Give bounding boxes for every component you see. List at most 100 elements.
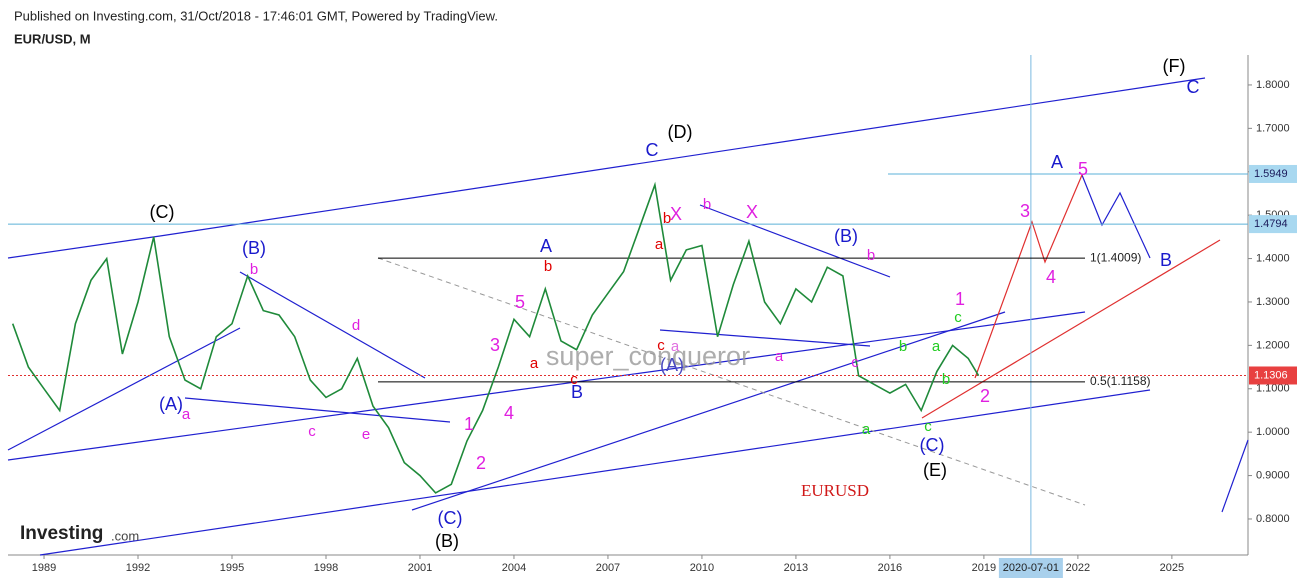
projection-red: [974, 174, 1083, 379]
x-tick-label: 1995: [220, 562, 244, 574]
wave-label: 3: [1020, 201, 1030, 221]
y-tick-label: 1.8000: [1256, 79, 1290, 91]
wave-label: (D): [668, 122, 693, 142]
wave-label: c: [924, 418, 932, 435]
y-tick-label: 1.1000: [1256, 383, 1290, 395]
y-tick-label: 0.9000: [1256, 469, 1290, 481]
y-tick-label: 1.2000: [1256, 339, 1290, 351]
dashed-line: [377, 257, 1086, 506]
y-tick-label: 0.8000: [1256, 513, 1290, 525]
trend-line: [7, 311, 1086, 461]
trend-line: [411, 311, 1006, 511]
y-tick-label: 1.0000: [1256, 426, 1290, 438]
wave-label: b: [663, 210, 671, 227]
wave-label: 4: [504, 403, 514, 423]
published-note: Published on Investing.com, 31/Oct/2018 …: [14, 8, 498, 23]
wave-label: A: [1051, 152, 1063, 172]
trend-line: [39, 389, 1151, 556]
cursor-label-bg: [998, 558, 1063, 578]
wave-label: 1: [464, 414, 474, 434]
wave-label: 5: [1078, 159, 1088, 179]
x-tick-label: 2016: [878, 562, 902, 574]
wave-label: b: [544, 258, 552, 275]
wave-label: c: [308, 423, 316, 440]
x-tick-label: 1989: [32, 562, 56, 574]
wave-label: (A): [159, 394, 183, 414]
x-tick-label: 2025: [1160, 562, 1184, 574]
wave-label: (F): [1163, 56, 1186, 76]
wave-label: X: [670, 204, 682, 224]
wave-label: X: [746, 202, 758, 222]
wave-label: b: [867, 247, 875, 264]
wave-label: (B): [242, 238, 266, 258]
wave-label: a: [671, 338, 680, 355]
trend-line: [1221, 439, 1249, 513]
wave-label: a: [862, 421, 871, 438]
wave-label: b: [703, 196, 711, 213]
x-tick-label: 2004: [502, 562, 526, 574]
wave-label: 5: [515, 292, 525, 312]
x-tick-label: 2007: [596, 562, 620, 574]
wave-label: (B): [435, 531, 459, 551]
wave-label: a: [932, 338, 941, 355]
wave-label: b: [899, 338, 907, 355]
wave-label: 2: [980, 386, 990, 406]
wave-label: a: [530, 355, 539, 372]
wave-label: 1: [955, 289, 965, 309]
wave-label: A: [540, 236, 552, 256]
y-tick-label: 1.7000: [1256, 122, 1290, 134]
wave-label: a: [182, 406, 191, 423]
trend-line: [659, 329, 871, 347]
price-label: 1.5949: [1254, 168, 1288, 180]
x-tick-label: 1998: [314, 562, 338, 574]
trend-line: [184, 397, 451, 423]
wave-label: C: [646, 140, 659, 160]
price-label-bg: [1249, 164, 1297, 183]
trend-line: [699, 204, 891, 278]
trend-lines: [7, 77, 1249, 556]
trend-line-red: [921, 239, 1221, 419]
x-tick-label: 2022: [1066, 562, 1090, 574]
fib-label: 0.5(1.1158): [1090, 374, 1151, 388]
fib-label: 1(1.4009): [1090, 250, 1141, 264]
trend-line: [7, 235, 161, 259]
wave-label: c: [954, 309, 962, 326]
price-line: [11, 181, 980, 494]
logo-suffix: .com: [111, 528, 139, 543]
x-tick-label: 2013: [784, 562, 808, 574]
wave-label: c: [851, 354, 859, 371]
wave-label: 2: [476, 453, 486, 473]
cursor-label: 2020-07-01: [1003, 562, 1059, 574]
wave-label: c: [657, 337, 665, 354]
symbol-title: EUR/USD, M: [14, 31, 91, 46]
y-tick-label: 1.4000: [1256, 252, 1290, 264]
x-tick-label: 2001: [408, 562, 432, 574]
wave-label: b: [942, 371, 950, 388]
wave-label: c: [570, 371, 578, 388]
wave-label: B: [571, 382, 583, 402]
wave-label: 3: [490, 335, 500, 355]
x-tick-label: 1992: [126, 562, 150, 574]
logo: Investing: [20, 523, 103, 544]
x-tick-label: 2019: [972, 562, 996, 574]
last-price-bg: [1249, 366, 1297, 385]
price-label-bg: [1249, 215, 1297, 234]
last-price-label: 1.1306: [1254, 369, 1288, 381]
wave-label: (E): [923, 460, 947, 480]
wave-label: (C): [150, 202, 175, 222]
wave-label: (A): [660, 355, 684, 375]
wave-label: b: [250, 261, 258, 278]
trend-line: [7, 327, 241, 451]
wave-label: e: [362, 426, 370, 443]
wave-label: 4: [1046, 267, 1056, 287]
y-tick-label: 1.3000: [1256, 296, 1290, 308]
projection-blue: [1081, 174, 1151, 259]
price-label: 1.4794: [1254, 218, 1288, 230]
trend-line: [239, 271, 426, 379]
wave-label: B: [1160, 250, 1172, 270]
wave-label: (C): [438, 508, 463, 528]
wave-label: a: [655, 236, 664, 253]
wave-label: a: [775, 348, 784, 365]
